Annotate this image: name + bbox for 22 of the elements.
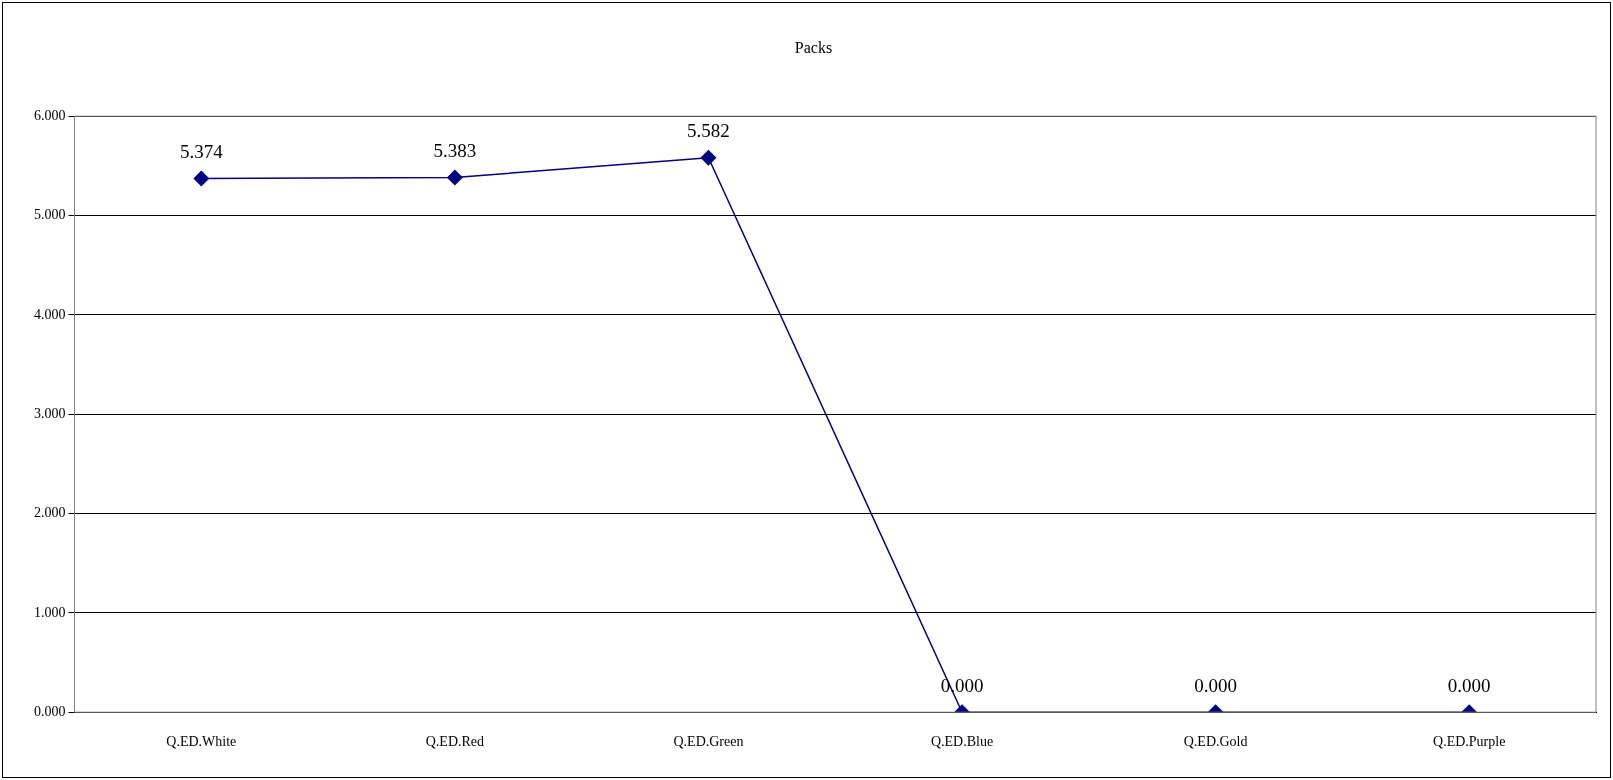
x-tick-label: Q.ED.White <box>166 734 237 750</box>
chart-title: Packs <box>794 38 833 56</box>
data-label: 5.383 <box>433 139 477 161</box>
point <box>446 169 463 186</box>
x-tick-label: Q.ED.Red <box>425 734 485 750</box>
y-tick-label: 2.000 <box>34 505 66 521</box>
x-tick-label: Q.ED.Gold <box>1183 734 1248 750</box>
data-label: 5.374 <box>179 140 224 162</box>
y-tick-label: 6.000 <box>34 107 66 123</box>
y-tick-label: 0.000 <box>34 703 66 719</box>
data-label: 0.000 <box>1447 674 1491 696</box>
point <box>700 149 717 166</box>
x-tick-label: Q.ED.Blue <box>930 734 994 750</box>
x-tick-label: Q.ED.Green <box>673 734 744 750</box>
y-tick-label: 1.000 <box>34 604 66 620</box>
point <box>193 170 210 187</box>
x-tick-label: Q.ED.Purple <box>1433 734 1506 750</box>
y-tick-label: 4.000 <box>34 306 66 322</box>
data-label: 5.582 <box>687 120 730 142</box>
data-label: 0.000 <box>1194 674 1237 696</box>
y-tick-label: 5.000 <box>34 207 66 223</box>
y-tick-label: 3.000 <box>34 405 66 421</box>
